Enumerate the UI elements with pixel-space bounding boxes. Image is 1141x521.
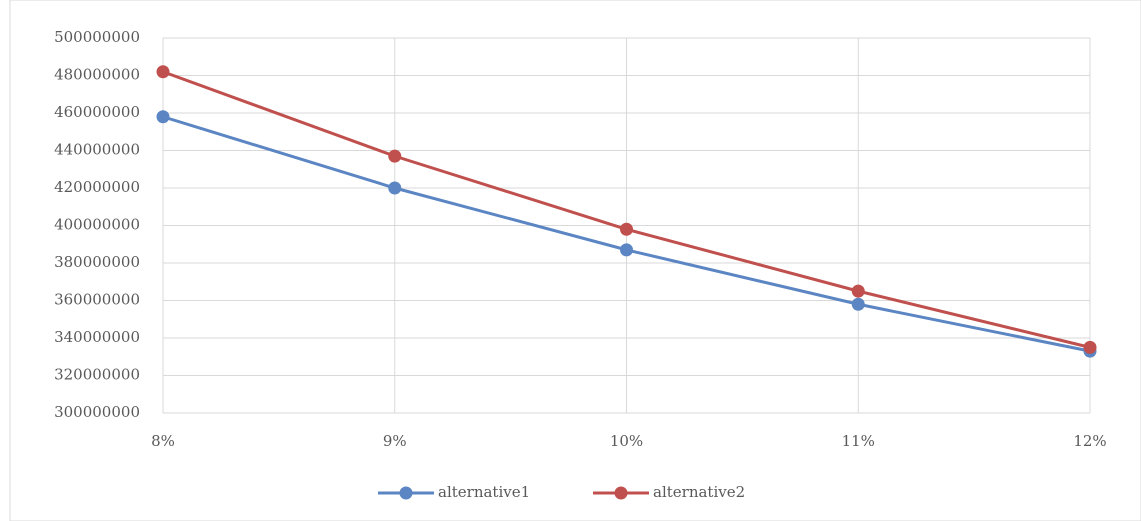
data-point [157,110,170,123]
legend-marker [615,487,628,500]
x-tick-label: 9% [383,432,407,450]
data-point [157,65,170,78]
y-tick-label: 500000000 [54,28,140,46]
chart: 300000000 320000000 340000000 360000000 3800… [0,0,1141,521]
legend-label: alternative1 [438,483,530,501]
y-tick-label: 300000000 [54,403,140,421]
y-tick-label: 420000000 [54,178,140,196]
y-tick-label: 400000000 [54,216,140,234]
data-point [388,150,401,163]
x-tick-label: 12% [1073,432,1106,450]
y-tick-label: 360000000 [54,291,140,309]
legend-label: alternative2 [653,483,745,501]
legend-marker [400,487,413,500]
x-tick-label: 11% [842,432,875,450]
x-tick-label: 8% [151,432,175,450]
y-tick-label: 380000000 [54,253,140,271]
y-tick-label: 440000000 [54,141,140,159]
y-tick-label: 480000000 [54,66,140,84]
y-tick-label: 460000000 [54,103,140,121]
data-point [852,285,865,298]
data-point [852,298,865,311]
y-tick-label: 320000000 [54,366,140,384]
data-point [1084,341,1097,354]
x-tick-label: 10% [610,432,643,450]
data-point [388,182,401,195]
y-tick-label: 340000000 [54,328,140,346]
data-point [620,243,633,256]
data-point [620,223,633,236]
